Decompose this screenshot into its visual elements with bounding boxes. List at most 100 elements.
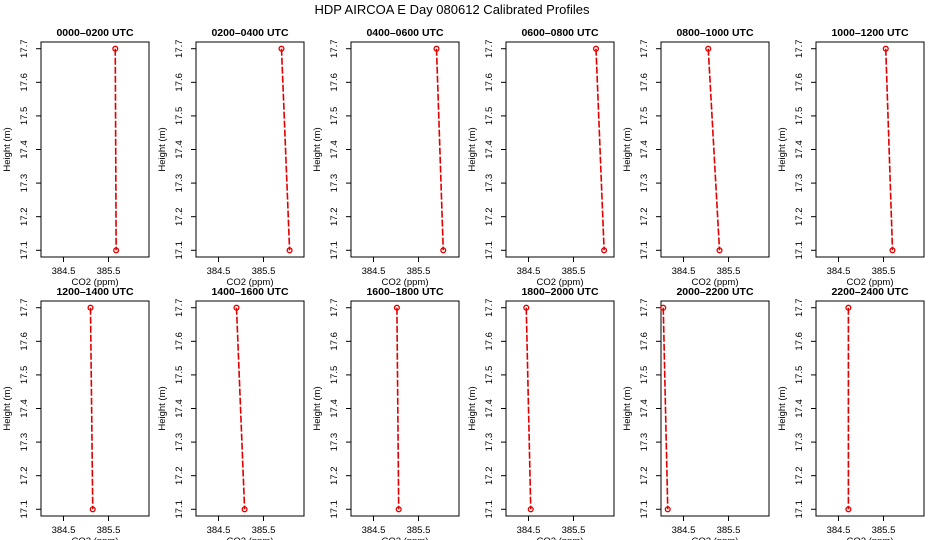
y-tick-label: 17.4 bbox=[639, 140, 650, 159]
y-tick-label: 17.2 bbox=[19, 466, 30, 485]
profile-panel: 0600–0800 UTC 17.1 17.2 17.3 17.4 17.5 17.6 17.… bbox=[467, 27, 615, 288]
profile-panel: 0000–0200 UTC 17.1 17.2 17.3 17.4 17.5 17.6 17.… bbox=[2, 27, 150, 288]
y-axis-label: Height (m) bbox=[622, 127, 633, 171]
profile-panel: 0800–1000 UTC 17.1 17.2 17.3 17.4 17.5 17.6 17.… bbox=[622, 27, 770, 288]
y-tick-label: 17.5 bbox=[174, 107, 185, 126]
data-point bbox=[286, 247, 293, 254]
y-tick-label: 17.7 bbox=[19, 298, 30, 317]
x-tick-label: 385.5 bbox=[252, 525, 276, 536]
y-tick-label: 17.7 bbox=[794, 39, 805, 58]
y-tick-label: 17.1 bbox=[794, 500, 805, 519]
y-axis-label: Height (m) bbox=[622, 386, 633, 430]
y-tick-label: 17.1 bbox=[174, 241, 185, 260]
y-tick-label: 17.1 bbox=[19, 500, 30, 519]
y-axis-label: Height (m) bbox=[157, 127, 168, 171]
y-tick-label: 17.1 bbox=[639, 500, 650, 519]
data-point bbox=[523, 304, 530, 311]
page-title: HDP AIRCOA E Day 080612 Calibrated Profi… bbox=[314, 2, 590, 17]
y-tick-label: 17.4 bbox=[174, 399, 185, 418]
profile-line bbox=[396, 307, 400, 510]
profile-line bbox=[595, 48, 605, 251]
data-point bbox=[278, 45, 285, 52]
y-tick-label: 17.7 bbox=[484, 298, 495, 317]
y-tick-label: 17.1 bbox=[19, 241, 30, 260]
y-tick-label: 17.5 bbox=[484, 366, 495, 385]
data-point bbox=[241, 506, 248, 513]
y-tick-label: 17.3 bbox=[484, 174, 495, 193]
y-tick-label: 17.5 bbox=[174, 366, 185, 385]
y-tick-label: 17.6 bbox=[484, 332, 495, 351]
x-tick-label: 384.5 bbox=[207, 266, 231, 277]
y-tick-label: 17.3 bbox=[639, 433, 650, 452]
data-point bbox=[527, 506, 534, 513]
y-tick-label: 17.1 bbox=[329, 241, 340, 260]
y-tick-label: 17.2 bbox=[794, 466, 805, 485]
y-tick-label: 17.2 bbox=[794, 207, 805, 226]
y-tick-label: 17.3 bbox=[329, 433, 340, 452]
y-tick-label: 17.5 bbox=[19, 107, 30, 126]
plot-frame bbox=[660, 41, 770, 258]
y-tick-label: 17.5 bbox=[639, 107, 650, 126]
x-tick-label: 384.5 bbox=[827, 266, 851, 277]
data-point bbox=[592, 45, 600, 52]
y-tick-label: 17.7 bbox=[329, 39, 340, 58]
x-tick-label: 385.5 bbox=[97, 266, 121, 277]
x-tick-label: 385.5 bbox=[407, 525, 431, 536]
data-point bbox=[845, 304, 852, 311]
x-axis-label: CO2 (ppm) bbox=[382, 277, 429, 288]
x-tick-label: 384.5 bbox=[207, 525, 231, 536]
data-point bbox=[433, 45, 440, 52]
plot-frame bbox=[815, 41, 925, 258]
plot-frame bbox=[505, 41, 615, 258]
profile-panel: 1200–1400 UTC 17.1 17.2 17.3 17.4 17.5 17.6 17.… bbox=[2, 286, 150, 540]
y-tick-label: 17.6 bbox=[484, 73, 495, 92]
y-tick-label: 17.4 bbox=[174, 140, 185, 159]
x-tick-label: 384.5 bbox=[517, 525, 541, 536]
panel-title: 0800–1000 UTC bbox=[676, 27, 753, 39]
x-tick-label: 384.5 bbox=[672, 266, 696, 277]
data-point bbox=[601, 247, 608, 254]
x-axis-label: CO2 (ppm) bbox=[227, 536, 274, 540]
y-tick-label: 17.3 bbox=[794, 433, 805, 452]
profile-panel: 0400–0600 UTC 17.1 17.2 17.3 17.4 17.5 17.6 17.… bbox=[312, 27, 460, 288]
y-tick-label: 17.2 bbox=[174, 466, 185, 485]
y-axis-label: Height (m) bbox=[2, 127, 13, 171]
profile-line bbox=[114, 48, 117, 251]
data-point bbox=[395, 506, 402, 513]
y-axis-label: Height (m) bbox=[777, 386, 788, 430]
x-tick-label: 385.5 bbox=[562, 266, 586, 277]
x-axis-label: CO2 (ppm) bbox=[72, 277, 119, 288]
y-tick-label: 17.2 bbox=[484, 466, 495, 485]
y-tick-label: 17.2 bbox=[174, 207, 185, 226]
y-tick-label: 17.7 bbox=[19, 39, 30, 58]
x-tick-label: 384.5 bbox=[517, 266, 541, 277]
y-tick-label: 17.4 bbox=[19, 140, 30, 159]
x-axis-label: CO2 (ppm) bbox=[692, 536, 739, 540]
x-axis-label: CO2 (ppm) bbox=[847, 536, 894, 540]
panel-title: 1000–1200 UTC bbox=[831, 27, 908, 39]
y-tick-label: 17.2 bbox=[19, 207, 30, 226]
profile-panel: 2200–2400 UTC 17.1 17.2 17.3 17.4 17.5 17.6 17.… bbox=[777, 286, 925, 540]
y-tick-label: 17.6 bbox=[329, 332, 340, 351]
x-tick-label: 385.5 bbox=[562, 525, 586, 536]
plot-frame bbox=[660, 300, 770, 517]
profile-line bbox=[662, 307, 669, 510]
y-tick-label: 17.1 bbox=[174, 500, 185, 519]
data-point bbox=[440, 247, 447, 254]
profile-line bbox=[435, 48, 445, 251]
panel-title: 1600–1800 UTC bbox=[366, 286, 443, 298]
y-tick-label: 17.3 bbox=[19, 174, 30, 193]
data-point bbox=[660, 304, 667, 311]
y-tick-label: 17.4 bbox=[484, 399, 495, 418]
data-point bbox=[87, 304, 94, 311]
panel-grid: 0000–0200 UTC 17.1 17.2 17.3 17.4 17.5 17.6 17.… bbox=[2, 27, 925, 540]
y-tick-label: 17.1 bbox=[639, 241, 650, 260]
y-tick-label: 17.2 bbox=[484, 207, 495, 226]
profile-panel: 2000–2200 UTC 17.1 17.2 17.3 17.4 17.5 17.6 17.… bbox=[622, 286, 770, 540]
panel-title: 0600–0800 UTC bbox=[521, 27, 598, 39]
panel-title: 1200–1400 UTC bbox=[56, 286, 133, 298]
y-tick-label: 17.3 bbox=[19, 433, 30, 452]
y-tick-label: 17.6 bbox=[174, 73, 185, 92]
x-tick-label: 384.5 bbox=[362, 266, 386, 277]
panel-title: 0000–0200 UTC bbox=[56, 27, 133, 39]
